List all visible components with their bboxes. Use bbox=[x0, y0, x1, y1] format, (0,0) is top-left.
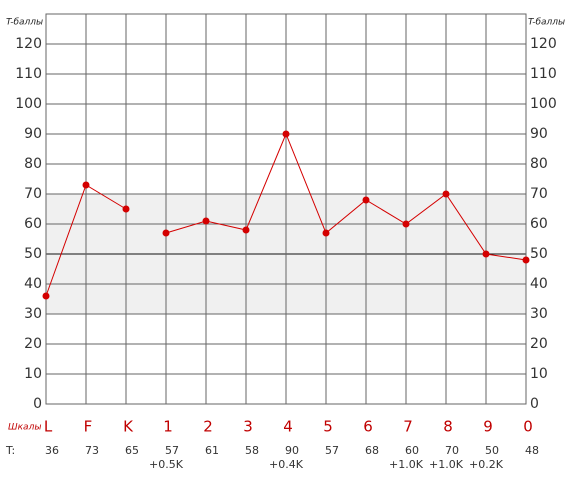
data-point bbox=[322, 229, 330, 237]
data-point bbox=[82, 181, 90, 189]
t-row-title: T: bbox=[5, 444, 15, 457]
correction-label: +0.4K bbox=[269, 458, 304, 471]
data-point bbox=[442, 190, 450, 198]
value-label: 57 bbox=[325, 444, 339, 457]
series-line bbox=[165, 132, 527, 261]
y-tick-label: 100 bbox=[15, 96, 42, 112]
data-point bbox=[402, 220, 410, 228]
y-tick-label: 80 bbox=[24, 156, 42, 172]
x-tick-label: L bbox=[44, 418, 53, 436]
y-axis-title: T-баллы bbox=[6, 18, 43, 28]
value-label: 48 bbox=[525, 444, 539, 457]
data-point bbox=[202, 217, 210, 225]
value-label: 90 bbox=[285, 444, 299, 457]
y2-tick-label: 90 bbox=[530, 126, 548, 142]
y2-tick-label: 30 bbox=[530, 306, 548, 322]
x-tick-label: 8 bbox=[443, 418, 453, 436]
x-tick-label: 6 bbox=[363, 418, 373, 436]
value-label: 57 bbox=[165, 444, 179, 457]
x-tick-label: 1 bbox=[163, 418, 173, 436]
y-tick-label: 60 bbox=[24, 216, 42, 232]
x-tick-label: K bbox=[123, 418, 134, 436]
y2-tick-label: 40 bbox=[530, 276, 548, 292]
value-label: 70 bbox=[445, 444, 459, 457]
x-tick-label: 3 bbox=[243, 418, 253, 436]
plot-frame bbox=[45, 13, 527, 405]
value-label: 36 bbox=[45, 444, 59, 457]
y-tick-label: 90 bbox=[24, 126, 42, 142]
x-tick-label: 2 bbox=[203, 418, 213, 436]
value-label: 60 bbox=[405, 444, 419, 457]
y2-tick-label: 50 bbox=[530, 246, 548, 262]
value-label: 61 bbox=[205, 444, 219, 457]
y-tick-label: 0 bbox=[33, 396, 42, 412]
y-tick-label: 20 bbox=[24, 336, 42, 352]
x-tick-label: 5 bbox=[323, 418, 333, 436]
data-point bbox=[162, 229, 170, 237]
correction-label: +1.0K bbox=[389, 458, 424, 471]
data-point bbox=[482, 250, 490, 258]
data-point bbox=[122, 205, 130, 213]
data-point bbox=[522, 256, 530, 264]
correction-label: +0.5K bbox=[149, 458, 184, 471]
y2-tick-label: 70 bbox=[530, 186, 548, 202]
x-tick-label: F bbox=[84, 418, 93, 436]
y-tick-label: 70 bbox=[24, 186, 42, 202]
correction-label: +1.0K bbox=[429, 458, 464, 471]
y-tick-label: 10 bbox=[24, 366, 42, 382]
data-point bbox=[362, 196, 370, 204]
x-tick-label: 4 bbox=[283, 418, 293, 436]
value-label: 68 bbox=[365, 444, 379, 457]
y2-tick-label: 10 bbox=[530, 366, 548, 382]
y2-tick-label: 0 bbox=[530, 396, 539, 412]
y2-tick-label: 20 bbox=[530, 336, 548, 352]
y-tick-label: 110 bbox=[15, 66, 42, 82]
value-label: 65 bbox=[125, 444, 139, 457]
y2-tick-label: 100 bbox=[530, 96, 557, 112]
value-label: 58 bbox=[245, 444, 259, 457]
x-tick-label: 7 bbox=[403, 418, 413, 436]
data-point bbox=[242, 226, 250, 234]
y-tick-label: 30 bbox=[24, 306, 42, 322]
value-label: 73 bbox=[85, 444, 99, 457]
correction-label: +0.2K bbox=[469, 458, 504, 471]
y-tick-label: 50 bbox=[24, 246, 42, 262]
y2-tick-label: 80 bbox=[530, 156, 548, 172]
y-tick-label: 120 bbox=[15, 36, 42, 52]
y-tick-label: 40 bbox=[24, 276, 42, 292]
data-point bbox=[282, 130, 290, 138]
data-point bbox=[42, 292, 50, 300]
scales-row-title: Шкалы bbox=[8, 423, 41, 433]
x-tick-label: 0 bbox=[523, 418, 533, 436]
x-tick-label: 9 bbox=[483, 418, 493, 436]
y2-axis-title: T-баллы bbox=[528, 18, 565, 28]
y2-tick-label: 110 bbox=[530, 66, 557, 82]
y2-tick-label: 60 bbox=[530, 216, 548, 232]
y2-tick-label: 120 bbox=[530, 36, 557, 52]
value-label: 50 bbox=[485, 444, 499, 457]
